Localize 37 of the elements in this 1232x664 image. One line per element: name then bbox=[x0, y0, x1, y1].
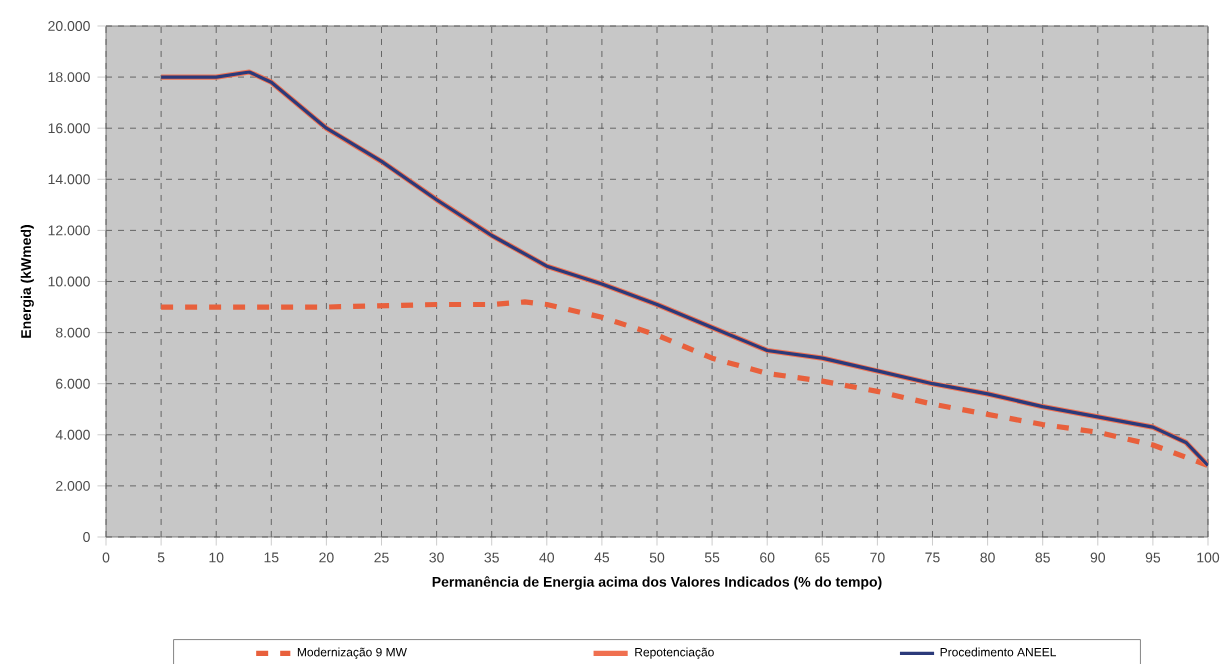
x-tick-label: 90 bbox=[1090, 552, 1106, 563]
x-tick-label: 75 bbox=[925, 552, 940, 563]
x-tick-label: 65 bbox=[815, 552, 830, 563]
y-tick-label: 16.000 bbox=[48, 123, 90, 134]
legend-label: Procedimento ANEEL bbox=[940, 647, 1056, 657]
x-tick-label: 100 bbox=[1197, 552, 1220, 563]
y-tick-label: 20.000 bbox=[48, 21, 90, 31]
y-tick-label: 18.000 bbox=[48, 72, 90, 83]
x-tick-label: 45 bbox=[594, 552, 610, 563]
y-tick-label: 2.000 bbox=[56, 480, 90, 491]
x-tick-label: 55 bbox=[704, 552, 720, 563]
legend-label: Modernização 9 MW bbox=[297, 647, 407, 659]
y-tick-label: 12.000 bbox=[48, 225, 90, 236]
x-tick-label: 25 bbox=[374, 552, 389, 563]
x-tick-label: 35 bbox=[484, 552, 499, 563]
x-tick-label: 15 bbox=[264, 552, 279, 563]
x-tick-label: 10 bbox=[209, 552, 224, 563]
x-tick-label: 85 bbox=[1035, 552, 1050, 563]
y-axis-title: Energia (kWmed) bbox=[20, 225, 34, 338]
x-tick-label: 40 bbox=[539, 552, 555, 563]
x-tick-label: 20 bbox=[319, 552, 334, 563]
x-tick-label: 95 bbox=[1145, 552, 1161, 563]
y-tick-label: 6.000 bbox=[56, 378, 90, 389]
x-tick-label: 0 bbox=[102, 552, 110, 563]
y-tick-label: 14.000 bbox=[48, 174, 90, 185]
x-tick-label: 70 bbox=[870, 552, 885, 563]
x-tick-label: 80 bbox=[980, 552, 995, 563]
y-tick-label: 0 bbox=[83, 532, 90, 542]
y-tick-label: 4.000 bbox=[55, 429, 90, 440]
y-tick-label: 8.000 bbox=[55, 327, 90, 338]
x-tick-label: 30 bbox=[429, 552, 444, 563]
y-tick-label: 10.000 bbox=[48, 276, 90, 287]
x-tick-label: 5 bbox=[157, 552, 165, 563]
x-axis-title: Permanência de Energia acima dos Valores Indicados (% do tempo) bbox=[432, 576, 882, 590]
x-tick-label: 60 bbox=[760, 552, 775, 563]
x-tick-label: 50 bbox=[649, 552, 665, 563]
legend-label: Repotenciação bbox=[635, 647, 714, 659]
